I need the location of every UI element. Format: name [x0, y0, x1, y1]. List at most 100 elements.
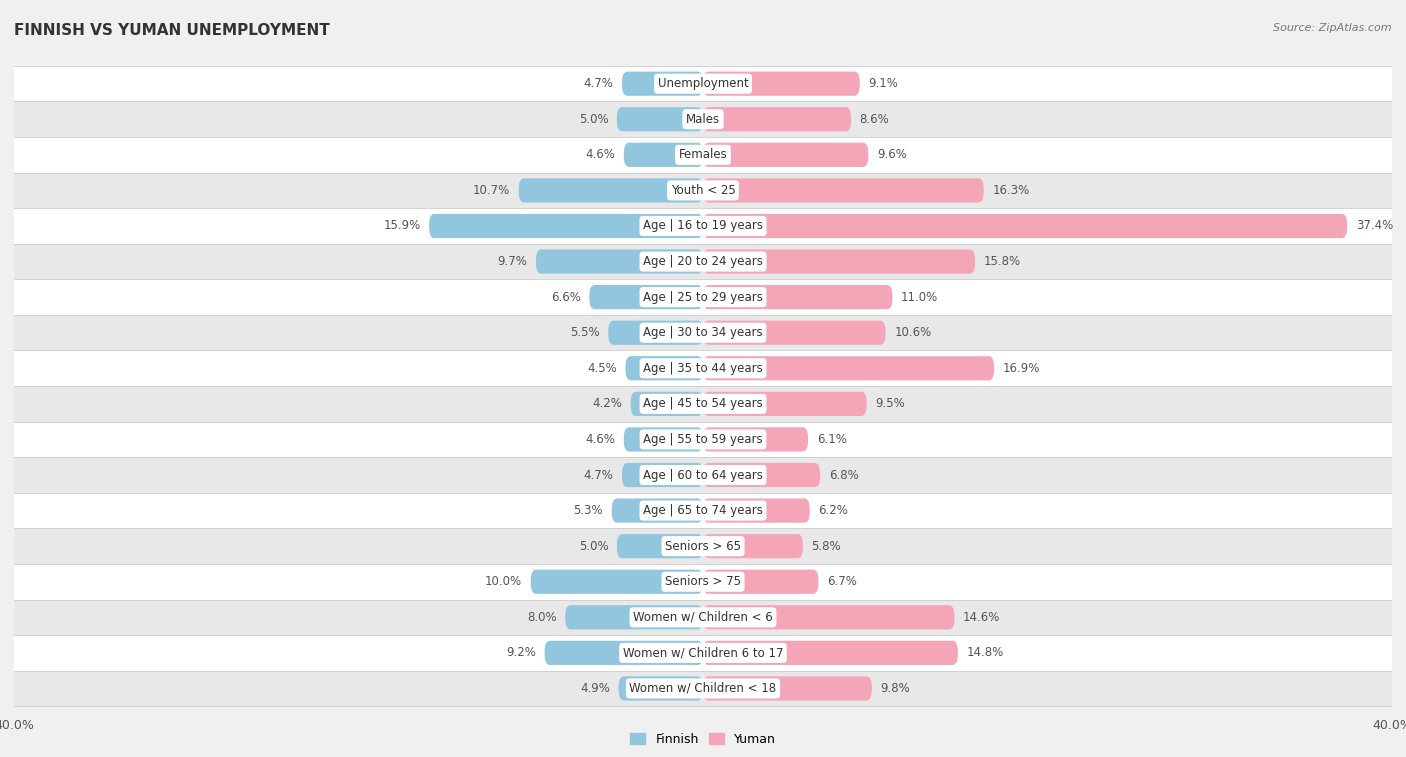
Text: Age | 25 to 29 years: Age | 25 to 29 years — [643, 291, 763, 304]
FancyBboxPatch shape — [703, 428, 808, 451]
Text: 6.7%: 6.7% — [827, 575, 856, 588]
Text: 9.6%: 9.6% — [877, 148, 907, 161]
Text: Age | 55 to 59 years: Age | 55 to 59 years — [643, 433, 763, 446]
Bar — [14, 350, 1392, 386]
Text: 15.9%: 15.9% — [384, 220, 420, 232]
Text: 16.9%: 16.9% — [1002, 362, 1040, 375]
FancyBboxPatch shape — [617, 534, 703, 558]
FancyBboxPatch shape — [703, 143, 869, 167]
Text: Age | 60 to 64 years: Age | 60 to 64 years — [643, 469, 763, 481]
FancyBboxPatch shape — [624, 143, 703, 167]
FancyBboxPatch shape — [703, 605, 955, 629]
FancyBboxPatch shape — [589, 285, 703, 309]
Bar — [14, 279, 1392, 315]
Text: Women w/ Children 6 to 17: Women w/ Children 6 to 17 — [623, 646, 783, 659]
Bar — [14, 386, 1392, 422]
Bar — [14, 208, 1392, 244]
Text: 5.0%: 5.0% — [579, 540, 609, 553]
FancyBboxPatch shape — [631, 392, 703, 416]
Bar — [14, 600, 1392, 635]
FancyBboxPatch shape — [703, 676, 872, 700]
Bar — [14, 137, 1392, 173]
Bar — [14, 564, 1392, 600]
Text: 4.7%: 4.7% — [583, 469, 613, 481]
FancyBboxPatch shape — [703, 214, 1347, 238]
Bar — [14, 493, 1392, 528]
FancyBboxPatch shape — [429, 214, 703, 238]
FancyBboxPatch shape — [703, 250, 976, 273]
FancyBboxPatch shape — [531, 569, 703, 593]
Text: 5.3%: 5.3% — [574, 504, 603, 517]
Text: Age | 16 to 19 years: Age | 16 to 19 years — [643, 220, 763, 232]
FancyBboxPatch shape — [703, 321, 886, 344]
Text: Women w/ Children < 18: Women w/ Children < 18 — [630, 682, 776, 695]
FancyBboxPatch shape — [703, 534, 803, 558]
Text: 9.7%: 9.7% — [498, 255, 527, 268]
Bar — [14, 315, 1392, 350]
FancyBboxPatch shape — [703, 72, 859, 96]
FancyBboxPatch shape — [703, 357, 994, 380]
Bar — [14, 528, 1392, 564]
Text: 4.6%: 4.6% — [585, 148, 616, 161]
FancyBboxPatch shape — [703, 640, 957, 665]
Bar — [14, 457, 1392, 493]
Text: Youth < 25: Youth < 25 — [671, 184, 735, 197]
Text: 6.8%: 6.8% — [828, 469, 859, 481]
Text: 6.1%: 6.1% — [817, 433, 846, 446]
Text: 9.2%: 9.2% — [506, 646, 536, 659]
Text: 5.8%: 5.8% — [811, 540, 841, 553]
Text: Unemployment: Unemployment — [658, 77, 748, 90]
FancyBboxPatch shape — [703, 107, 851, 132]
FancyBboxPatch shape — [703, 569, 818, 593]
Text: 10.0%: 10.0% — [485, 575, 522, 588]
Text: 6.2%: 6.2% — [818, 504, 848, 517]
Text: Age | 35 to 44 years: Age | 35 to 44 years — [643, 362, 763, 375]
Bar — [14, 101, 1392, 137]
Bar — [14, 422, 1392, 457]
Text: 5.5%: 5.5% — [569, 326, 599, 339]
Text: 5.0%: 5.0% — [579, 113, 609, 126]
FancyBboxPatch shape — [626, 357, 703, 380]
Text: 8.6%: 8.6% — [859, 113, 890, 126]
Text: FINNISH VS YUMAN UNEMPLOYMENT: FINNISH VS YUMAN UNEMPLOYMENT — [14, 23, 330, 38]
Text: Females: Females — [679, 148, 727, 161]
Text: 14.6%: 14.6% — [963, 611, 1001, 624]
FancyBboxPatch shape — [565, 605, 703, 629]
FancyBboxPatch shape — [612, 499, 703, 522]
Bar — [14, 671, 1392, 706]
Text: 11.0%: 11.0% — [901, 291, 938, 304]
FancyBboxPatch shape — [703, 179, 984, 203]
Text: 4.7%: 4.7% — [583, 77, 613, 90]
Legend: Finnish, Yuman: Finnish, Yuman — [626, 728, 780, 751]
FancyBboxPatch shape — [703, 285, 893, 309]
Text: 10.7%: 10.7% — [472, 184, 510, 197]
Text: Age | 45 to 54 years: Age | 45 to 54 years — [643, 397, 763, 410]
Text: Seniors > 65: Seniors > 65 — [665, 540, 741, 553]
Text: Age | 20 to 24 years: Age | 20 to 24 years — [643, 255, 763, 268]
FancyBboxPatch shape — [536, 250, 703, 273]
Text: 16.3%: 16.3% — [993, 184, 1029, 197]
FancyBboxPatch shape — [703, 499, 810, 522]
Text: 14.8%: 14.8% — [966, 646, 1004, 659]
Text: 10.6%: 10.6% — [894, 326, 931, 339]
Text: 9.8%: 9.8% — [880, 682, 910, 695]
Text: Age | 30 to 34 years: Age | 30 to 34 years — [643, 326, 763, 339]
Text: Age | 65 to 74 years: Age | 65 to 74 years — [643, 504, 763, 517]
Text: Women w/ Children < 6: Women w/ Children < 6 — [633, 611, 773, 624]
Bar — [14, 66, 1392, 101]
Text: 9.5%: 9.5% — [875, 397, 905, 410]
Text: Seniors > 75: Seniors > 75 — [665, 575, 741, 588]
FancyBboxPatch shape — [519, 179, 703, 203]
Text: Males: Males — [686, 113, 720, 126]
FancyBboxPatch shape — [609, 321, 703, 344]
Text: 37.4%: 37.4% — [1355, 220, 1393, 232]
Text: 4.9%: 4.9% — [581, 682, 610, 695]
Bar — [14, 244, 1392, 279]
Bar — [14, 635, 1392, 671]
FancyBboxPatch shape — [621, 463, 703, 487]
Text: 9.1%: 9.1% — [869, 77, 898, 90]
FancyBboxPatch shape — [544, 640, 703, 665]
FancyBboxPatch shape — [617, 107, 703, 132]
FancyBboxPatch shape — [624, 428, 703, 451]
FancyBboxPatch shape — [619, 676, 703, 700]
